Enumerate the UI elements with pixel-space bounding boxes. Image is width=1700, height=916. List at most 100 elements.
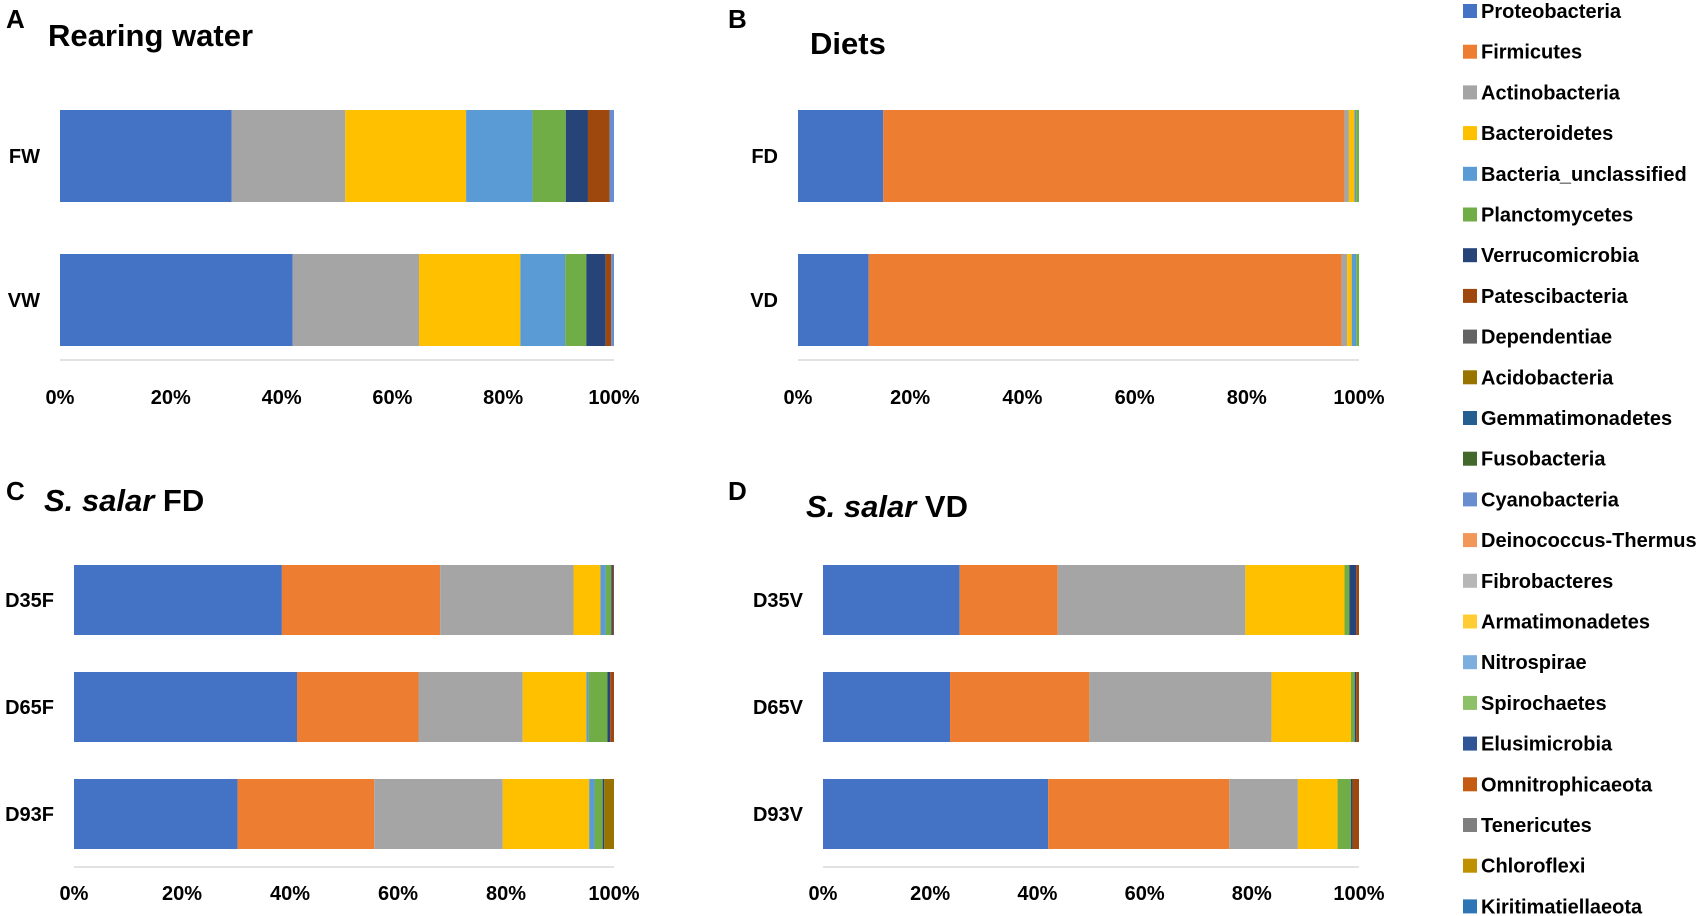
legend-item-elusimicrobia: Elusimicrobia [1463, 734, 1613, 756]
bar-segment-firmicutes [1048, 779, 1230, 849]
legend-label: Armatimonadetes [1481, 612, 1650, 634]
bar-row-d35v: D35V [753, 565, 1359, 635]
bar-segment-planctomycetes [1344, 565, 1350, 635]
legend: Proteobacteria Firmicutes Actinobacteria Ba… [1463, 1, 1697, 916]
panel-c: C S. salar FD 0% 20% 40% 60% 80% 100% D35F D65F D9… [5, 476, 640, 905]
bar-segment-bacteroidetes [345, 110, 467, 202]
chart-title: S. salar FD [44, 483, 204, 518]
legend-label: Deinococcus-Thermus [1481, 530, 1697, 552]
legend-label: Tenericutes [1481, 815, 1592, 837]
bar-segment-verrucomicrobia [1354, 672, 1357, 742]
bar-segment-proteobacteria [823, 779, 1049, 849]
bar-segment-bacteroidetes [1348, 110, 1355, 202]
legend-swatch [1463, 899, 1477, 914]
bar-row-vd: VD [750, 254, 1359, 346]
bar-segment-bacteroidetes [418, 254, 521, 346]
bar-row-d93v: D93V [753, 779, 1359, 849]
legend-swatch [1463, 4, 1477, 18]
bar-segment-acidobacteria [604, 779, 614, 849]
x-tick-label: 40% [262, 387, 302, 409]
bar-segment-actinobacteria [1341, 254, 1348, 346]
legend-item-tenericutes: Tenericutes [1463, 815, 1592, 837]
bar-segment-proteobacteria [74, 565, 282, 635]
legend-swatch [1463, 207, 1477, 222]
bar-segment-proteobacteria [798, 110, 884, 202]
chart-title: S. salar VD [806, 489, 968, 524]
bar-segment-proteobacteria [74, 779, 238, 849]
legend-swatch [1463, 44, 1477, 59]
bar-segment-patescibacteria [587, 110, 610, 202]
chart-title: Rearing water [48, 18, 253, 53]
bar-segment-planctomycetes [1356, 110, 1359, 202]
bar-segment-firmicutes [883, 110, 1345, 202]
bar-segment-planctomycetes [594, 779, 603, 849]
bar-segment-actinobacteria [1344, 110, 1349, 202]
legend-swatch [1463, 695, 1477, 710]
panel-letter: B [728, 4, 747, 34]
bar-segment-bacteria-unclassified [600, 565, 606, 635]
bar-segment-bacteroidetes [573, 565, 601, 635]
legend-item-chloroflexi: Chloroflexi [1463, 856, 1585, 878]
bar-segment-verrucomicrobia [1349, 565, 1357, 635]
legend-item-bacteroidetes: Bacteroidetes [1463, 123, 1613, 145]
legend-label: Chloroflexi [1481, 856, 1585, 878]
legend-swatch [1463, 655, 1477, 670]
bar-segment-planctomycetes [565, 254, 587, 346]
legend-item-bacteria-unclassified: Bacteria_unclassified [1463, 164, 1687, 186]
legend-label: Bacteria_unclassified [1481, 164, 1687, 186]
x-tick-label: 0% [60, 883, 89, 905]
bar-segment-actinobacteria [418, 672, 523, 742]
category-label: D93F [5, 804, 54, 826]
legend-swatch [1463, 777, 1477, 792]
legend-label: Proteobacteria [1481, 1, 1622, 23]
panel-letter: C [6, 476, 25, 506]
bar-row-fd: FD [751, 110, 1359, 202]
legend-item-kiritimatiellaeota: Kiritimatiellaeota [1463, 896, 1643, 916]
bar-segment-bacteria-unclassified [586, 672, 589, 742]
legend-item-dependentiae: Dependentiae [1463, 327, 1612, 349]
panel-d: D S. salar VD 0% 20% 40% 60% 80% 100% D35V D65V D9… [728, 476, 1385, 905]
legend-label: Fibrobacteres [1481, 571, 1613, 593]
x-tick-label: 0% [46, 387, 75, 409]
bar-segment-patescibacteria [610, 672, 614, 742]
bar-segment-planctomycetes [588, 672, 608, 742]
x-tick-label: 40% [270, 883, 310, 905]
legend-swatch [1463, 329, 1477, 344]
bar-segment-planctomycetes [1337, 779, 1351, 849]
bar-segment-bacteria-unclassified [1351, 254, 1357, 346]
legend-label: Planctomycetes [1481, 205, 1633, 227]
bar-segment-firmicutes [868, 254, 1342, 346]
x-tick-label: 0% [809, 883, 838, 905]
legend-item-fusobacteria: Fusobacteria [1463, 449, 1606, 471]
x-tick-label: 80% [1227, 387, 1267, 409]
bar-row-d35f: D35F [5, 565, 614, 635]
legend-item-fibrobacteres: Fibrobacteres [1463, 571, 1613, 593]
legend-swatch [1463, 288, 1477, 303]
x-tick-label: 80% [486, 883, 526, 905]
x-tick-label: 100% [588, 387, 639, 409]
category-label: D65F [5, 697, 54, 719]
legend-label: Kiritimatiellaeota [1481, 896, 1643, 916]
legend-swatch [1463, 166, 1477, 181]
bar-segment-planctomycetes [532, 110, 566, 202]
bar-segment-proteobacteria [74, 672, 298, 742]
bar-segment-patescibacteria [605, 254, 612, 346]
category-label: VW [8, 290, 40, 312]
legend-label: Firmicutes [1481, 42, 1582, 64]
category-label: D35F [5, 590, 54, 612]
bar-segment-proteobacteria [60, 110, 232, 202]
panel-letter: A [6, 4, 25, 34]
chart-title-rest: VD [916, 489, 968, 524]
bar-segment-firmicutes [950, 672, 1090, 742]
x-tick-label: 40% [1002, 387, 1042, 409]
bar-segment-bacteroidetes [1271, 672, 1351, 742]
bar-row-vw: VW [8, 254, 614, 346]
legend-label: Omnitrophicaeota [1481, 774, 1653, 796]
bar-segment-planctomycetes [605, 565, 612, 635]
legend-item-planctomycetes: Planctomycetes [1463, 205, 1633, 227]
chart-title-italic: S. salar [806, 489, 918, 524]
panel-letter: D [728, 476, 747, 506]
bar-segment-patescibacteria [1352, 779, 1359, 849]
legend-item-actinobacteria: Actinobacteria [1463, 82, 1621, 104]
bar-segment-planctomycetes [1350, 672, 1355, 742]
